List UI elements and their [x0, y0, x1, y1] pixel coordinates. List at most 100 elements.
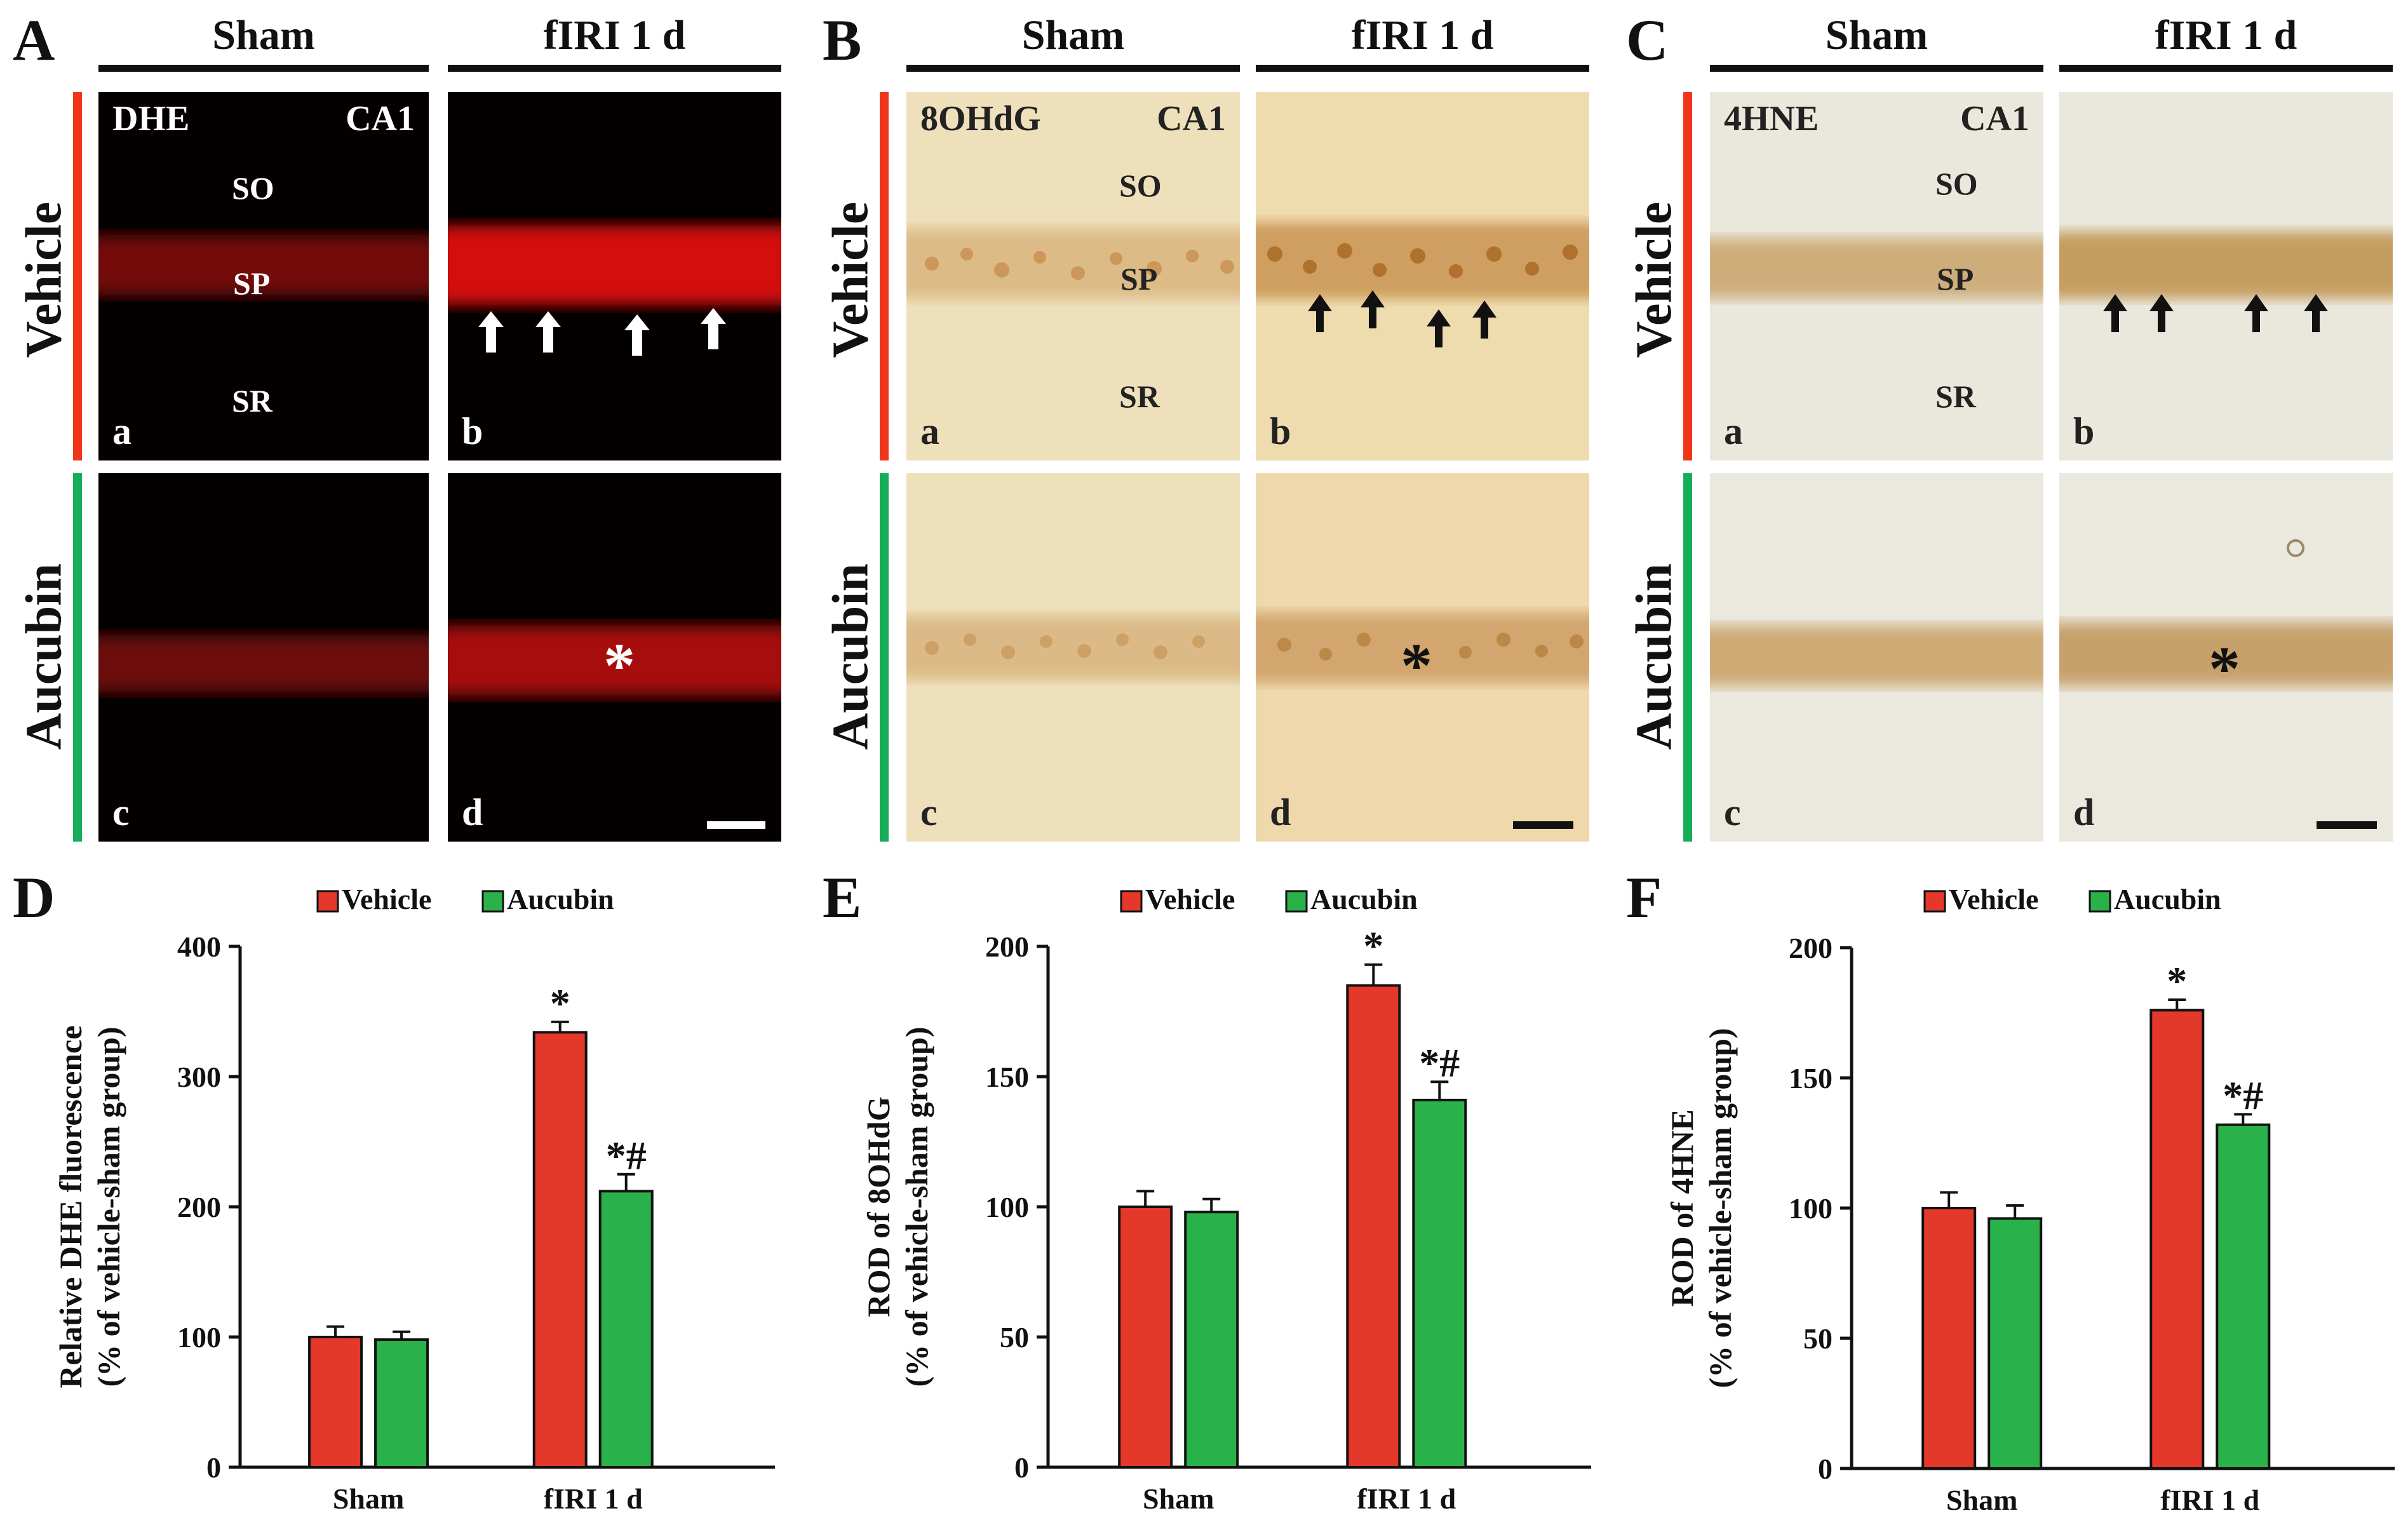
col-header-b-firi: fIRI 1 d	[1351, 12, 1494, 58]
x-tick-label: Sham	[1143, 1482, 1214, 1515]
legend-swatch-aucubin	[1285, 890, 1308, 913]
legend-swatch-vehicle	[1923, 890, 1946, 913]
row-label-c-vehicle: Vehicle	[1626, 201, 1683, 358]
significance-marker: *	[1363, 924, 1383, 969]
col-header-c-sham: Sham	[1825, 12, 1928, 58]
bar-vehicle	[1921, 1207, 1977, 1470]
vehicle-color-bar	[73, 92, 82, 460]
y-tick-label: 400	[177, 931, 221, 963]
arrow-icon	[1308, 290, 1497, 347]
header-line	[1710, 65, 2043, 72]
x-tick-label: fIRI 1 d	[1357, 1482, 1456, 1515]
aucubin-color-bar	[1683, 473, 1692, 842]
layer-label-so: SO	[1935, 166, 1978, 201]
layer-label-so: SO	[1119, 168, 1162, 203]
col-header-a-sham: Sham	[212, 12, 315, 58]
subpanel-label: c	[1724, 791, 1741, 833]
y-tick-label: 50	[1803, 1322, 1833, 1355]
bar-aucubin	[1184, 1211, 1239, 1468]
layer-label-sp: SP	[233, 265, 271, 301]
vehicle-color-bar	[1683, 92, 1692, 460]
micrograph-a-aucubin-sham: c	[98, 473, 429, 842]
micrograph-b-aucubin-firi: * d	[1256, 473, 1589, 842]
micrograph-a-aucubin-firi: * d	[448, 473, 781, 842]
significance-asterisk: *	[2209, 633, 2240, 704]
y-axis-label-2: (% of vehicle-sham group)	[899, 1026, 934, 1387]
significance-marker: *	[2167, 958, 2187, 1004]
col-header-a-firi: fIRI 1 d	[543, 12, 686, 58]
significance-marker: *#	[1419, 1040, 1460, 1085]
legend-label-aucubin: Aucubin	[2114, 883, 2221, 915]
micrograph-c-vehicle-firi: b	[2059, 92, 2393, 460]
legend-swatch-aucubin	[481, 890, 504, 913]
legend-swatch-vehicle	[1120, 890, 1143, 913]
bar-vehicle	[2149, 1009, 2205, 1470]
panel-letter-d: D	[13, 865, 55, 930]
legend-swatch-vehicle	[316, 890, 339, 913]
layer-label-sr: SR	[1119, 379, 1160, 414]
subpanel-label: b	[462, 410, 483, 452]
col-header-c-firi: fIRI 1 d	[2155, 12, 2297, 58]
bar-aucubin	[374, 1338, 429, 1468]
scale-bar	[1513, 821, 1573, 829]
legend-swatch-aucubin	[2089, 890, 2111, 913]
bar-aucubin	[2216, 1123, 2271, 1470]
bar-vehicle	[308, 1336, 363, 1468]
y-tick-label: 150	[985, 1061, 1029, 1093]
significance-marker: *	[550, 981, 570, 1026]
significance-asterisk: *	[1401, 630, 1432, 701]
subpanel-label: a	[920, 410, 939, 452]
panel-letter-b: B	[823, 8, 862, 72]
x-tick-label: fIRI 1 d	[2160, 1484, 2259, 1516]
region-label: CA1	[1960, 99, 2029, 138]
header-line	[1256, 65, 1589, 72]
legend-label-aucubin: Aucubin	[507, 883, 614, 915]
legend-label-vehicle: Vehicle	[342, 883, 431, 915]
bar-vehicle	[1118, 1206, 1173, 1468]
row-label-c-aucubin: Aucubin	[1626, 563, 1683, 750]
arrow-icon	[2103, 294, 2328, 332]
subpanel-label: d	[462, 791, 483, 833]
bar-chart-f: 0 50 100 150 200 ROD of 4HNE (% of vehicle-sha…	[1607, 877, 2408, 1529]
col-header-b-sham: Sham	[1021, 12, 1125, 58]
bar-chart-e: 0 50 100 150 200 ROD of 8OHdG (% of vehicle-sh…	[804, 877, 1607, 1529]
vehicle-color-bar	[880, 92, 889, 460]
region-label: CA1	[346, 99, 415, 138]
bar-chart-d: 0 100 200 300 400 Relative DHE fluorescence (%…	[0, 877, 800, 1529]
row-label-b-aucubin: Aucubin	[823, 563, 879, 750]
subpanel-label: c	[920, 791, 938, 833]
layer-label-sp: SP	[1937, 261, 1974, 297]
subpanel-label: d	[1270, 791, 1291, 833]
micrograph-b-vehicle-sham: 8OHdG CA1 SO SP SR a	[906, 92, 1240, 460]
stain-label: DHE	[112, 99, 190, 138]
panel-letter-a: A	[13, 8, 55, 72]
y-axis-label-2: (% of vehicle-sham group)	[91, 1026, 126, 1387]
layer-label-sp: SP	[1120, 261, 1158, 297]
header-line	[448, 65, 781, 72]
subpanel-label: b	[1270, 410, 1291, 452]
panel-letter-f: F	[1626, 865, 1662, 930]
y-tick-label: 200	[177, 1191, 221, 1223]
legend-label-vehicle: Vehicle	[1145, 883, 1235, 915]
y-tick-label: 0	[206, 1451, 221, 1484]
layer-label-sr: SR	[232, 383, 272, 419]
header-line	[906, 65, 1240, 72]
y-tick-label: 100	[1789, 1192, 1833, 1225]
row-label-a-aucubin: Aucubin	[16, 563, 72, 750]
aucubin-color-bar	[73, 473, 82, 842]
panel-letter-c: C	[1626, 8, 1669, 72]
bar-vehicle	[532, 1031, 588, 1469]
scale-bar	[2317, 821, 2377, 829]
y-tick-label: 0	[1014, 1451, 1029, 1484]
region-label: CA1	[1157, 99, 1226, 138]
y-tick-label: 50	[1000, 1321, 1029, 1354]
y-tick-label: 150	[1789, 1062, 1833, 1094]
y-tick-label: 0	[1818, 1453, 1833, 1485]
bar-aucubin	[1412, 1098, 1467, 1468]
micrograph-c-aucubin-sham: c	[1710, 473, 2043, 842]
bar-aucubin	[598, 1190, 654, 1468]
y-axis-label: ROD of 8OHdG	[861, 1096, 896, 1317]
y-axis-label-2: (% of vehicle-sham group)	[1702, 1028, 1738, 1388]
arrow-icon	[478, 308, 726, 356]
y-axis-label: ROD of 4HNE	[1664, 1109, 1700, 1307]
